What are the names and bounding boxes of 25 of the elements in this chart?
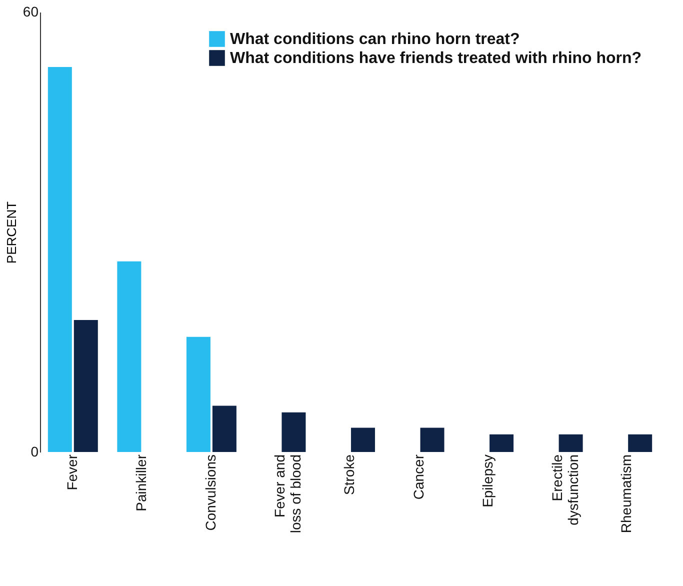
x-tick-label: Fever: [64, 454, 80, 490]
legend-label: What conditions have friends treated with rhino horn?: [230, 50, 642, 67]
bar: [558, 434, 583, 452]
bar: [212, 406, 236, 452]
x-tick-label: Rheumatism: [618, 454, 634, 534]
y-axis-title: PERCENT: [4, 201, 19, 264]
x-tick-label: Erectile dysfunction: [548, 454, 581, 526]
y-tick-label: 60: [22, 4, 39, 20]
x-tick-label: Cancer: [410, 454, 426, 500]
bar: [117, 261, 142, 452]
bar: [186, 336, 210, 452]
bar: [350, 428, 375, 452]
bar: [628, 434, 652, 452]
bar: [48, 67, 72, 452]
x-tick-label: Painkiller: [133, 454, 150, 512]
x-tick-label: Stroke: [341, 454, 357, 495]
x-tick-label: Epilepsy: [480, 454, 496, 508]
bar: [282, 412, 306, 452]
y-tick-label: 0: [30, 444, 39, 460]
bar: [420, 428, 444, 452]
x-tick-label: Convulsions: [202, 454, 218, 531]
legend-label: What conditions can rhino horn treat?: [230, 31, 520, 48]
bar: [490, 434, 514, 452]
bar: [74, 320, 98, 452]
x-tick-label: Fever and loss of blood: [272, 454, 304, 534]
